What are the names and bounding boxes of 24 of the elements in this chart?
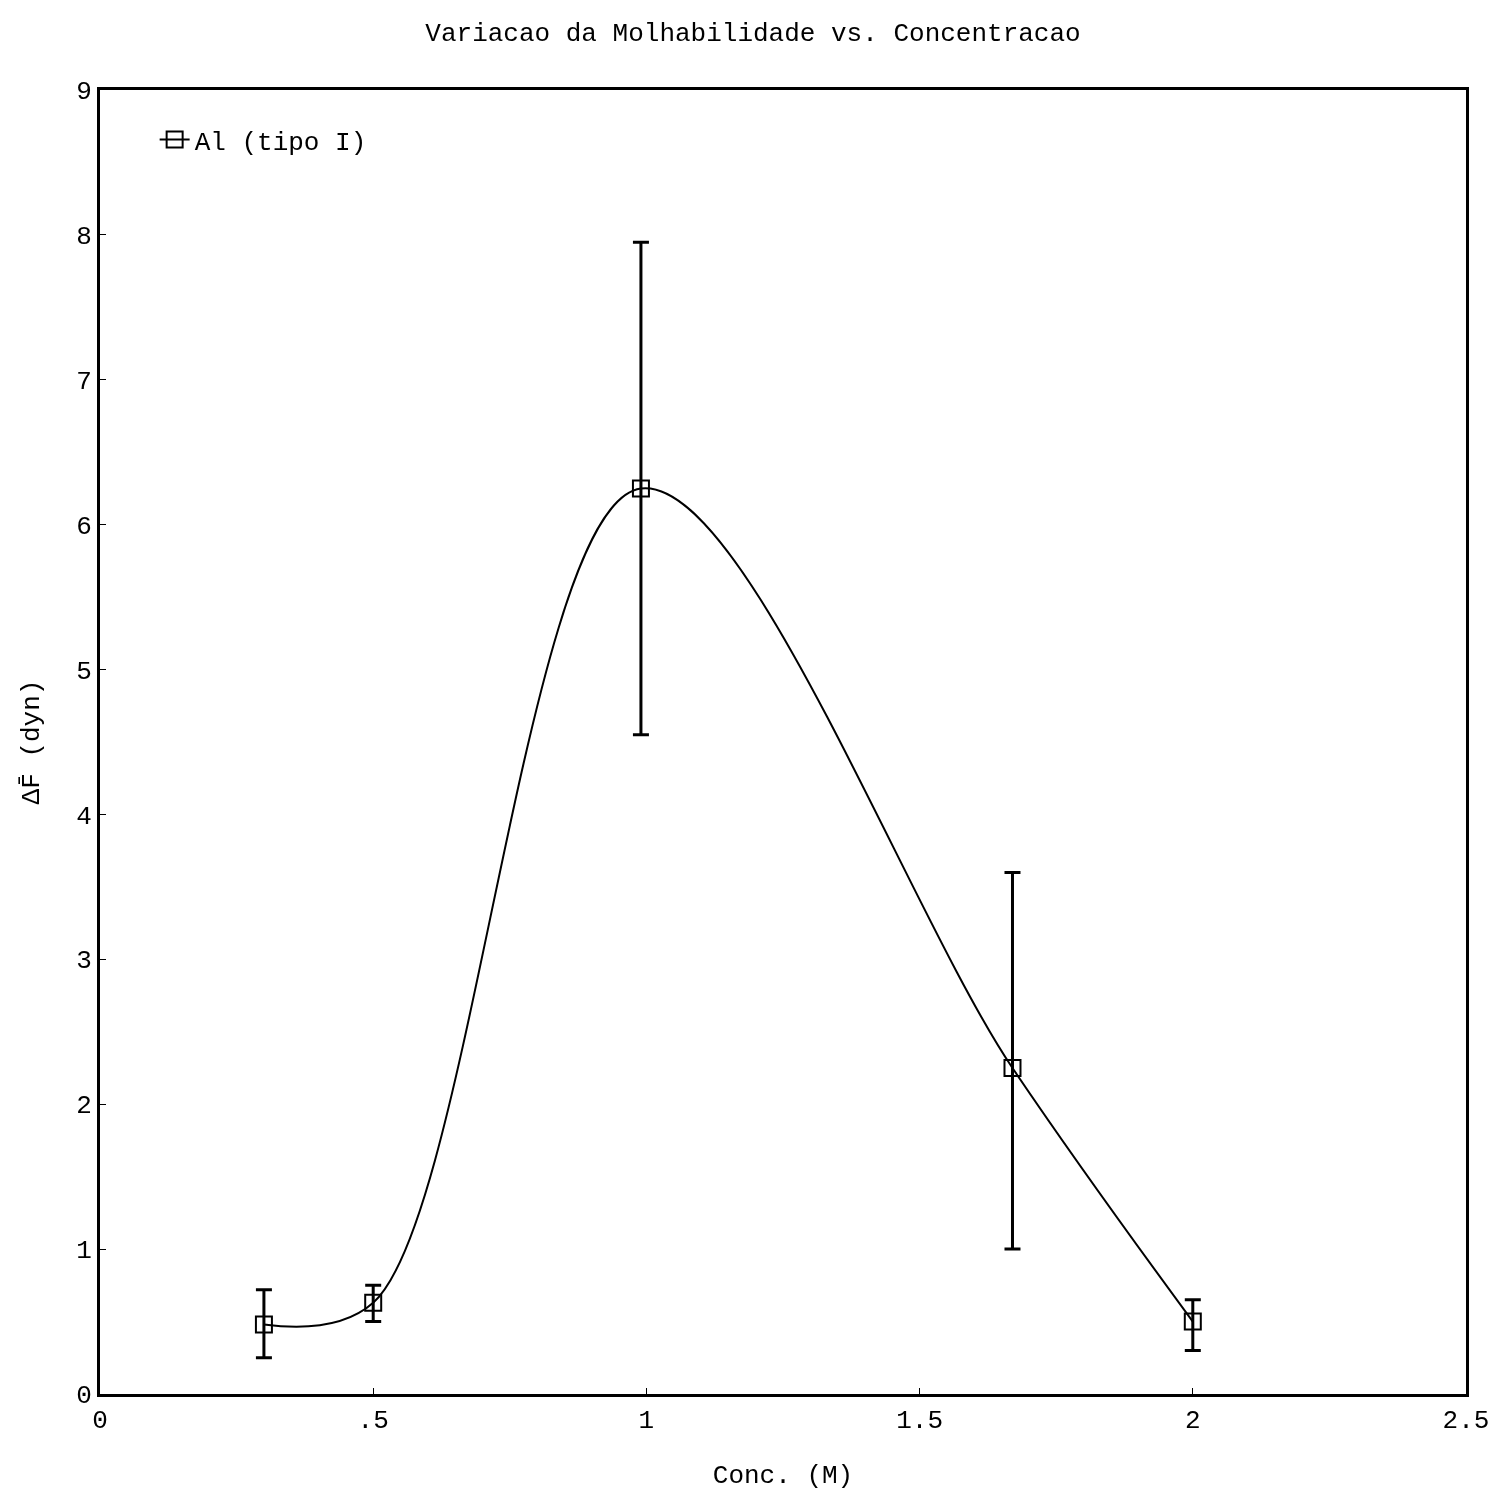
y-tick-label: 8 [76,221,92,252]
y-tick-label: 5 [76,656,92,687]
x-tick-label: 2 [1185,1406,1201,1437]
y-axis-title: ΔF̄ (dyn) [16,679,47,805]
point [631,479,650,498]
x-tick-label: .5 [357,1406,389,1437]
x-axis-title: Conc. (M) [712,1460,854,1491]
point [364,1293,383,1312]
point [254,1315,273,1334]
y-tick-label: 7 [76,366,92,397]
y-tick-label: 0 [76,1381,92,1412]
y-tick-label: 6 [76,511,92,542]
x-tick-label: 1 [638,1406,655,1437]
y-tick-label: 3 [76,946,92,977]
y-tick-label: 9 [76,77,92,108]
y-tick-label: 4 [76,801,92,832]
y-tick-label: 2 [76,1091,92,1122]
chart-title: Variacao da Molhabilidade vs. Concentracao [425,18,1081,49]
x-tick-label: 1.5 [896,1406,944,1437]
legend-label: Al (tipo I) [194,127,367,158]
x-tick-label: 2.5 [1442,1406,1490,1437]
point [1003,1059,1022,1077]
y-tick-label: 1 [76,1236,92,1267]
point [1183,1312,1202,1331]
